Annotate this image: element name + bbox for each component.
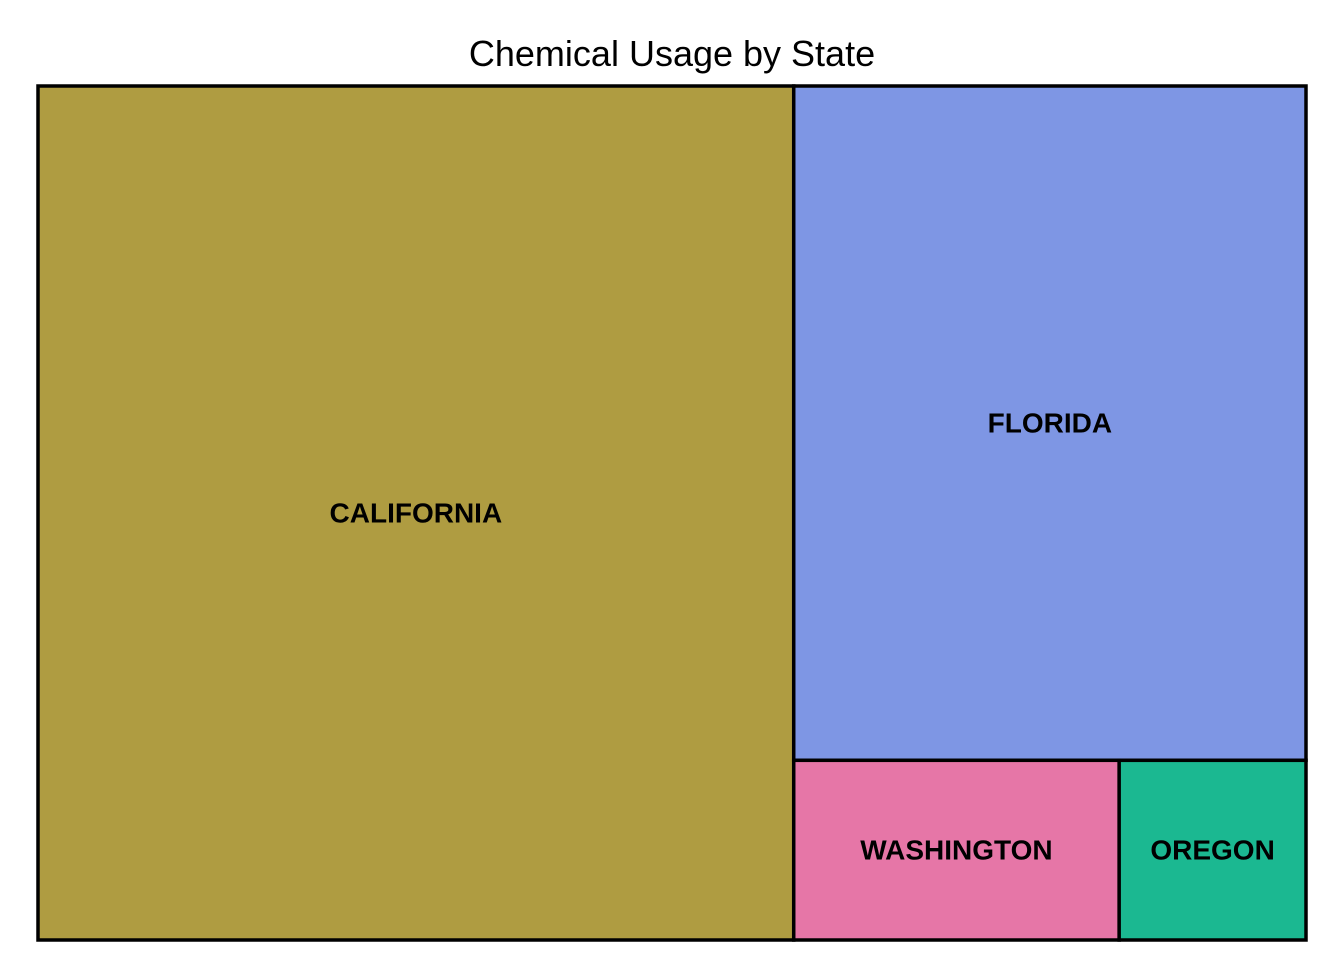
tile-washington xyxy=(791,758,1121,942)
tile-label-florida: FLORIDA xyxy=(988,408,1112,439)
tile-label-washington: WASHINGTON xyxy=(860,835,1052,866)
tile-label-california: CALIFORNIA xyxy=(330,498,503,529)
tile-florida xyxy=(791,84,1308,763)
tile-label-oregon: OREGON xyxy=(1150,835,1274,866)
tile-california xyxy=(36,84,796,942)
tile-oregon xyxy=(1117,758,1308,942)
chart-title: Chemical Usage by State xyxy=(468,33,876,74)
